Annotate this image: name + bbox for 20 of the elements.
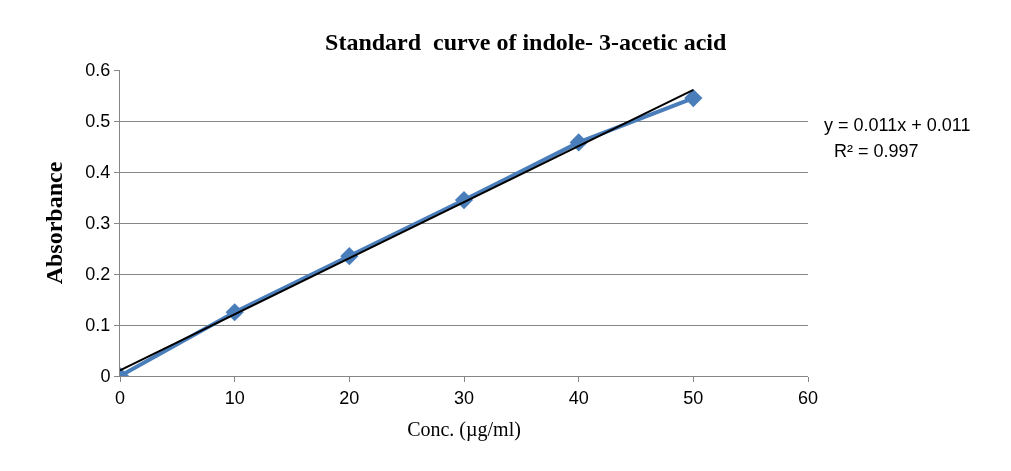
x-tick-label: 40 [568, 387, 589, 408]
x-tick-label: 30 [453, 387, 475, 408]
y-tick-label: 0.3 [85, 213, 111, 234]
x-tick-label: 50 [683, 387, 704, 408]
text: R² = 0.997 [834, 141, 919, 161]
text: y = 0.011x + 0.011 [824, 115, 971, 135]
y-tick-label: 0.5 [85, 111, 111, 132]
x-axis-title: Conc. (µg/ml) [407, 418, 521, 442]
point [684, 88, 703, 108]
y-tick-label: 0.6 [85, 60, 111, 81]
x-tick-label: 60 [797, 387, 819, 408]
x-tick-label: 20 [339, 387, 360, 408]
x-tick-label: 0 [114, 387, 126, 408]
chart-title: Standard curve of indole- 3-acetic acid [325, 28, 728, 55]
y-tick-label: 0.1 [85, 315, 111, 336]
y-axis-title: Absorbance [41, 161, 68, 285]
y-tick-label: 0.2 [85, 264, 111, 285]
y-tick-label: 0.4 [85, 162, 111, 183]
y-tick-label: 0 [100, 366, 111, 387]
x-tick-label: 10 [224, 387, 245, 408]
